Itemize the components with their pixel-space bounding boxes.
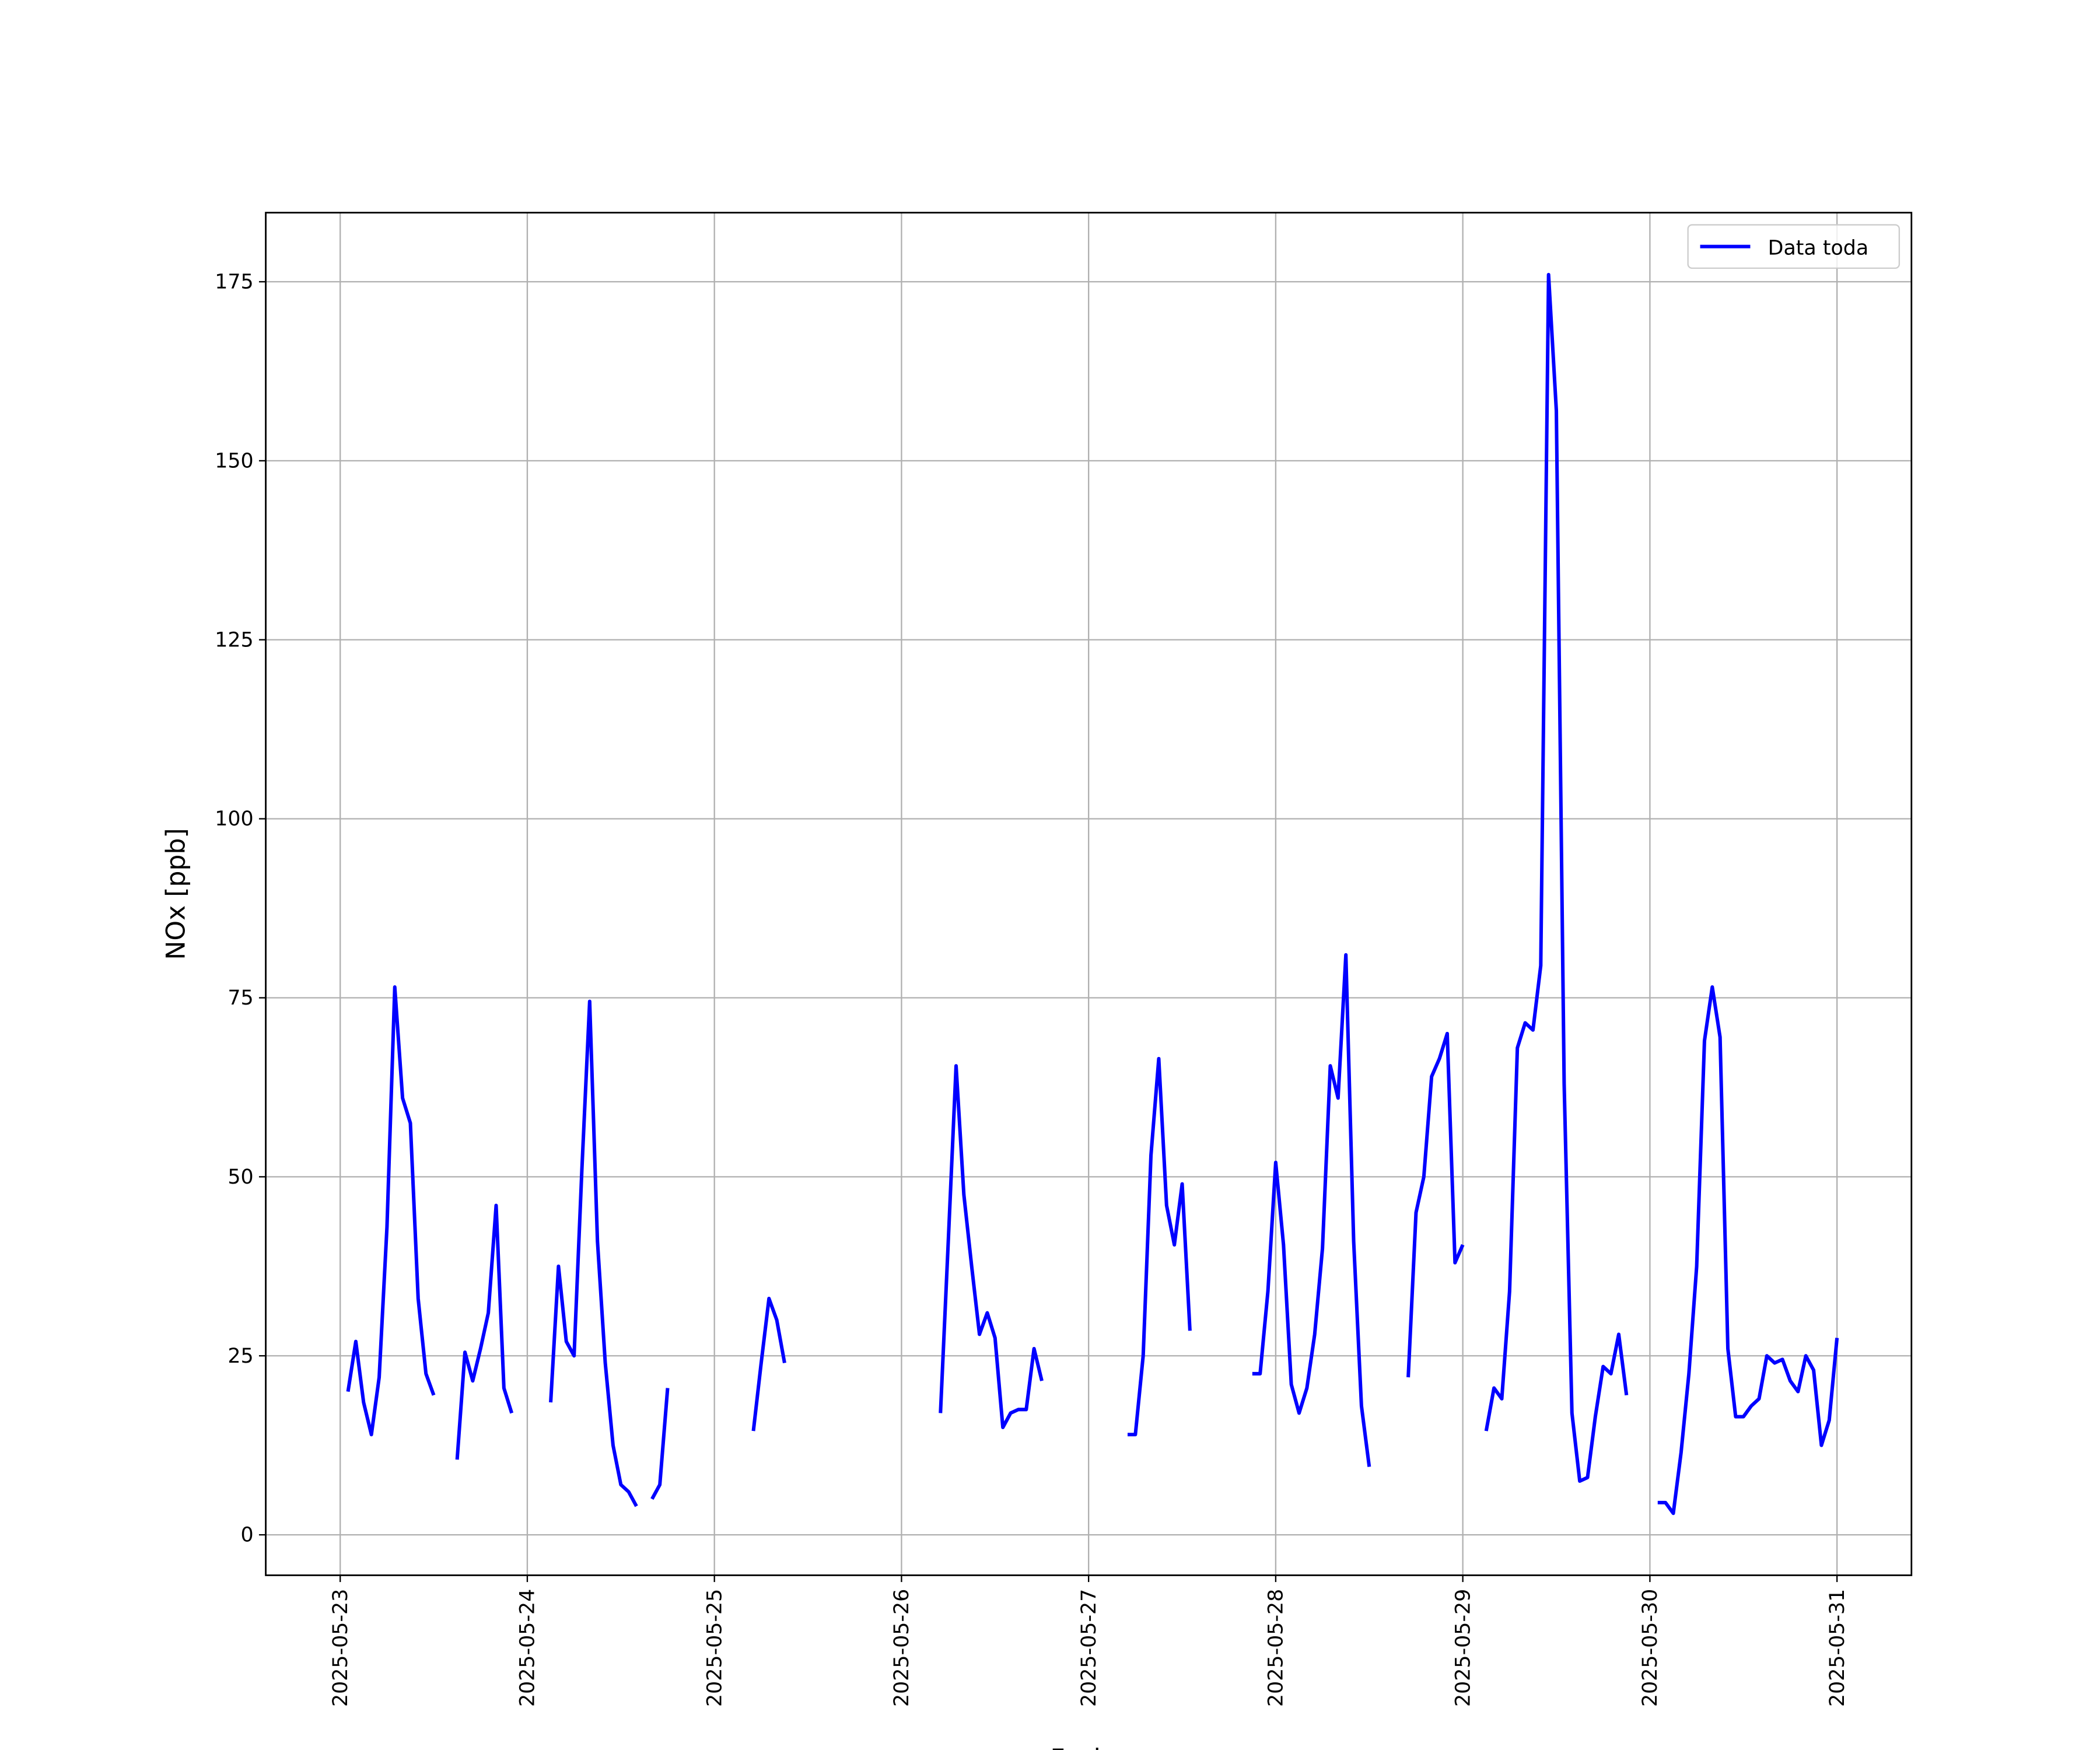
y-tick-label: 75 [228, 986, 253, 1010]
y-tick-label: 175 [215, 271, 253, 294]
x-tick-label: 2025-05-23 [329, 1589, 352, 1707]
x-tick-label: 2025-05-26 [890, 1589, 914, 1707]
y-tick-label: 150 [215, 449, 253, 473]
x-tick-label: 2025-05-28 [1265, 1589, 1288, 1707]
y-tick-label: 50 [228, 1166, 253, 1189]
y-axis-label: NOx [ppb] [161, 828, 191, 960]
legend-box [1687, 224, 1901, 269]
plot-area [346, 272, 1839, 1516]
y-tick-label: 0 [241, 1524, 254, 1547]
x-tick-label: 2025-05-31 [1826, 1589, 1849, 1707]
x-tick-label: 2025-05-27 [1077, 1589, 1101, 1707]
y-tick-label: 125 [215, 628, 253, 652]
ticks: 0 25 50 75 100 125 150 175 2025-05-23 2025-05-24 2… [215, 271, 1849, 1707]
x-tick-label: 2025-05-24 [516, 1589, 540, 1707]
x-tick-label: 2025-05-25 [703, 1589, 726, 1707]
grid [265, 212, 1912, 1576]
legend: Data toda [1687, 224, 1901, 269]
legend-label: Data toda [1768, 237, 1869, 260]
x-tick-label: 2025-05-29 [1451, 1589, 1475, 1707]
data-line [346, 272, 1839, 1516]
y-tick-label: 100 [215, 807, 253, 831]
x-axis-label: Fecha [1050, 1744, 1125, 1750]
y-tick-label: 25 [228, 1345, 253, 1368]
x-tick-label: 2025-05-30 [1639, 1589, 1662, 1707]
